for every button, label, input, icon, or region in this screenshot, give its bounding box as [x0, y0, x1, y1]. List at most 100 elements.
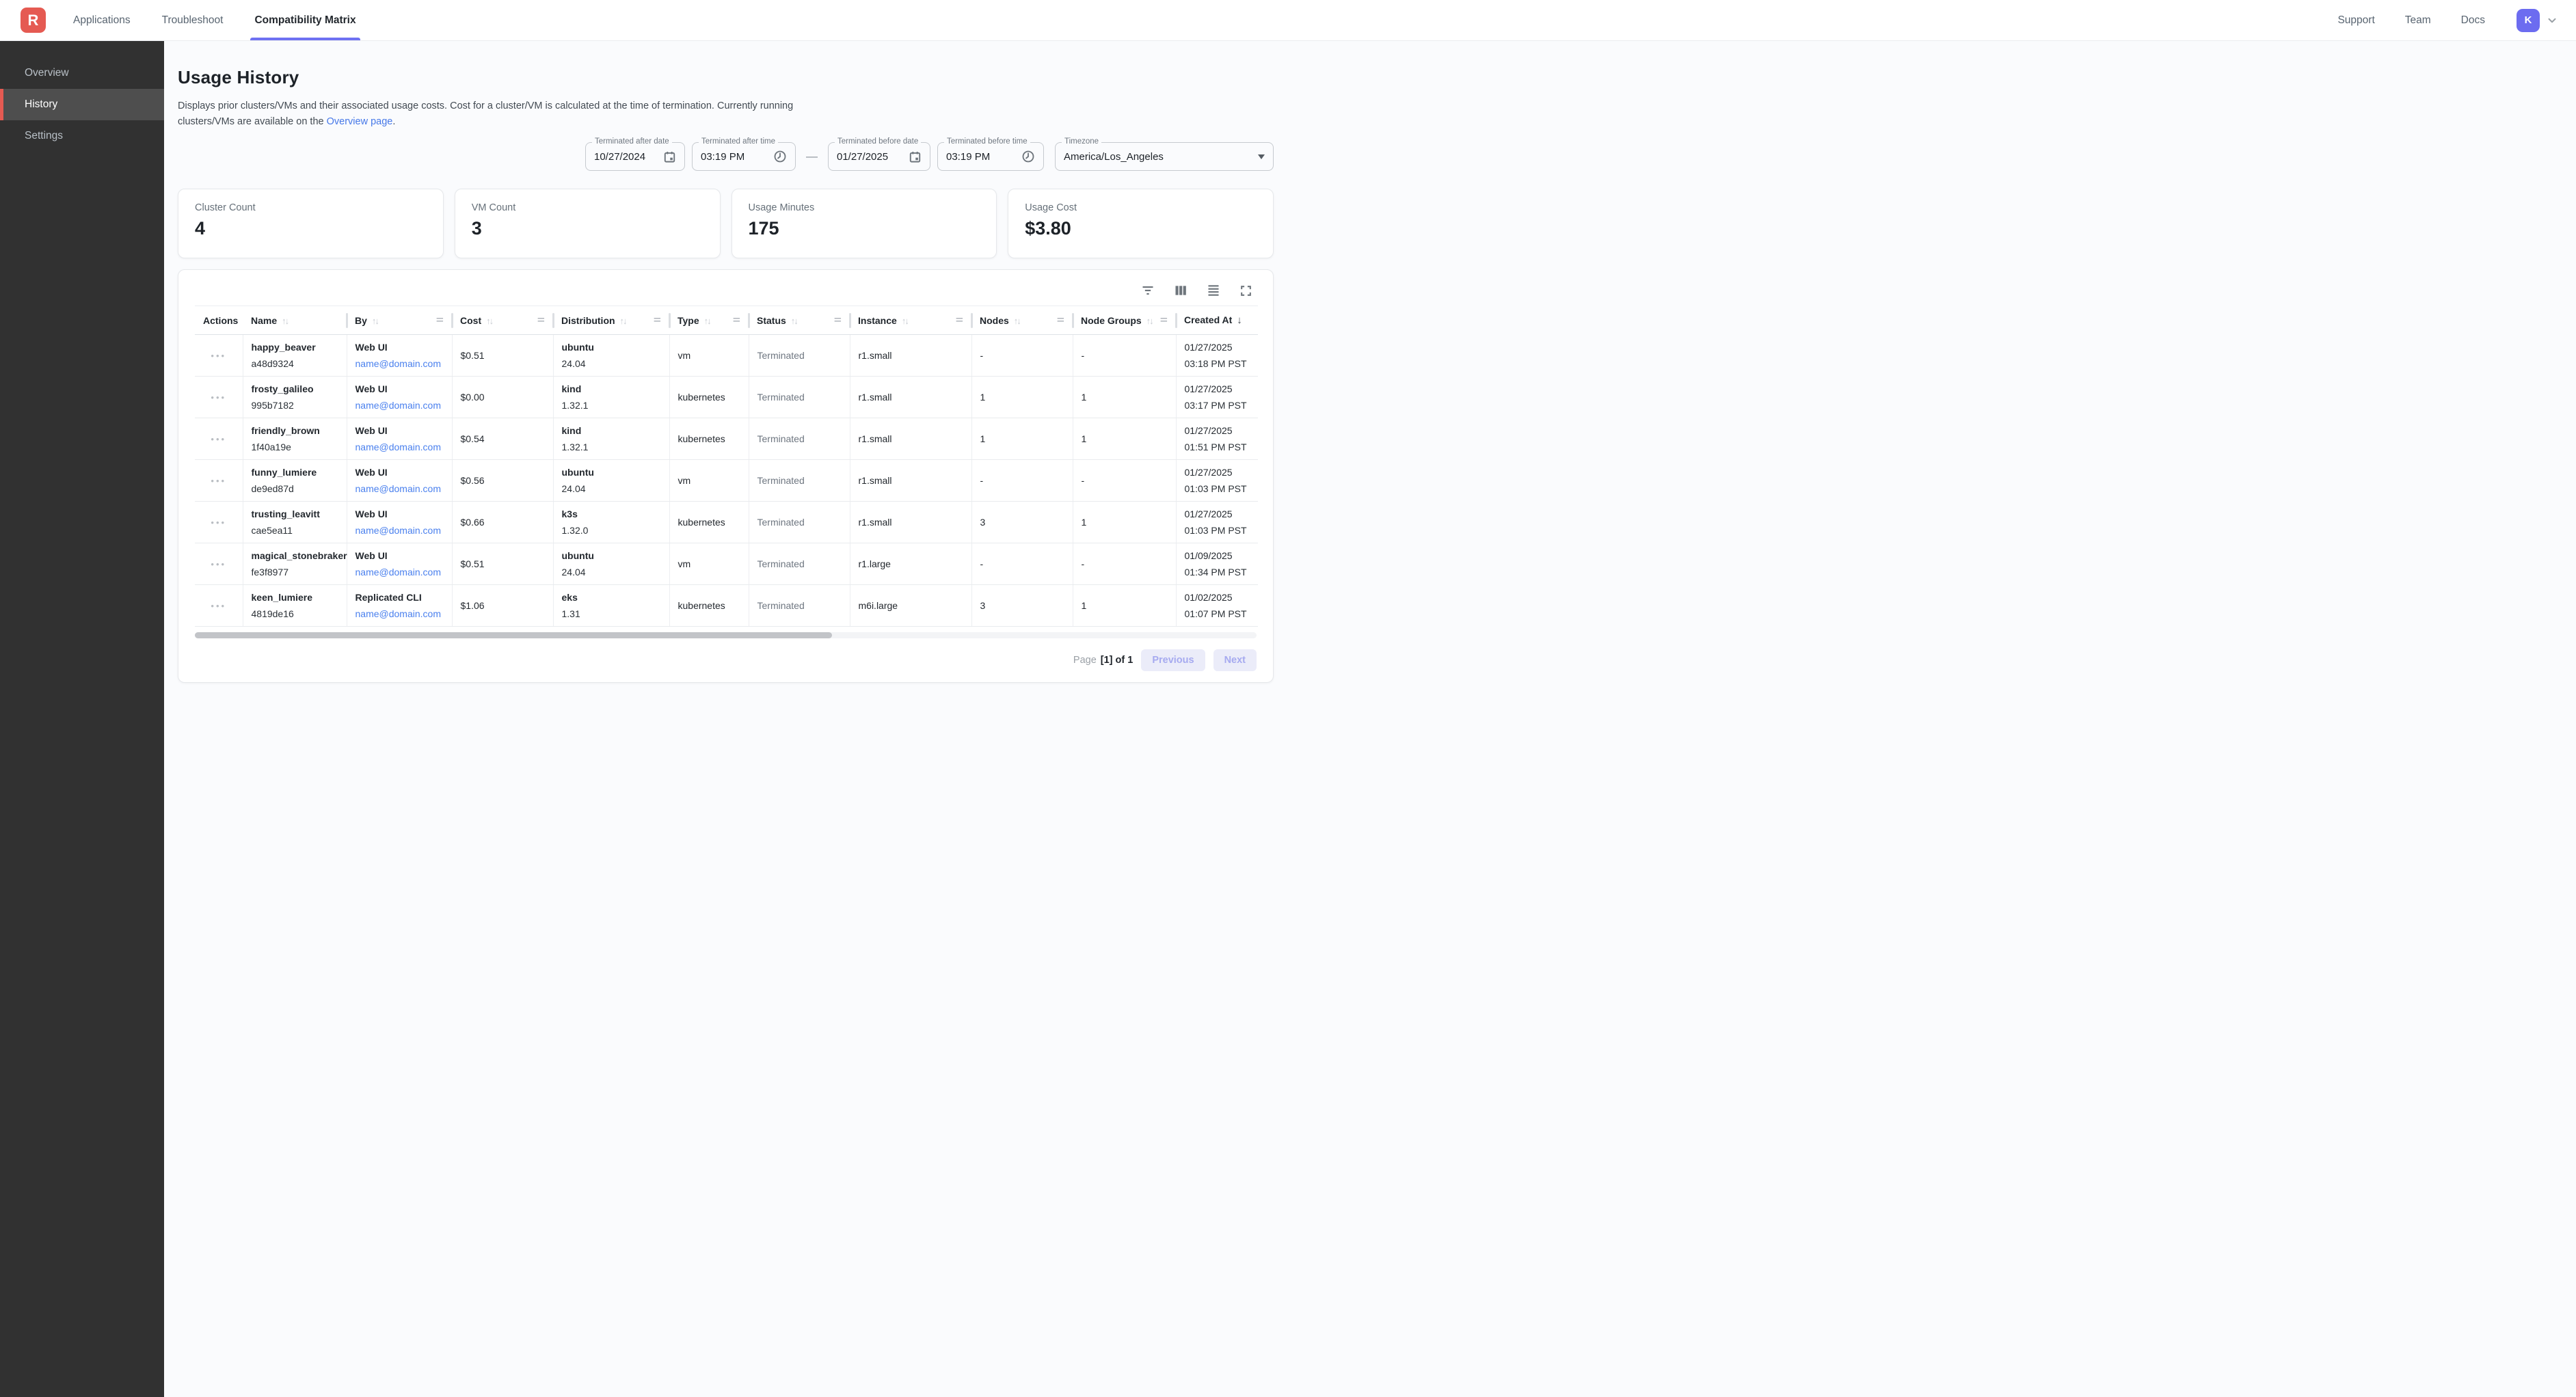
- cell-distribution: k3s 1.32.0: [553, 501, 670, 543]
- table-row: ••• keen_lumiere 4819de16 Replicated CLI nam…: [195, 584, 1258, 627]
- column-menu-icon[interactable]: =: [834, 314, 842, 326]
- nav-applications[interactable]: Applications: [73, 14, 131, 26]
- column-header-name[interactable]: Name ↑↓: [243, 306, 348, 335]
- column-header-nodes[interactable]: Nodes ↑↓ =: [971, 306, 1074, 335]
- sidebar-item-settings[interactable]: Settings: [25, 130, 64, 141]
- terminated-after-time-input[interactable]: Terminated after time 03:19 PM: [692, 137, 796, 171]
- chevron-down-icon[interactable]: [2546, 14, 2558, 27]
- user-email-link[interactable]: name@domain.com: [355, 483, 442, 494]
- clock-icon[interactable]: [1021, 150, 1035, 163]
- user-email-link[interactable]: name@domain.com: [355, 400, 442, 411]
- calendar-icon[interactable]: [663, 150, 676, 163]
- column-menu-icon[interactable]: =: [654, 314, 662, 326]
- column-header-status[interactable]: Status ↑↓ =: [749, 306, 851, 335]
- created-by-source: Web UI: [355, 383, 388, 394]
- cell-created-at: 01/27/2025 01:03 PM PST: [1176, 501, 1258, 543]
- terminated-before-date-input[interactable]: Terminated before date 01/27/2025: [828, 137, 930, 171]
- user-email-link[interactable]: name@domain.com: [355, 442, 442, 452]
- sort-icon[interactable]: ↑↓: [1146, 315, 1154, 326]
- sort-desc-icon[interactable]: ↓: [1237, 314, 1242, 326]
- app-logo[interactable]: R: [21, 8, 46, 33]
- previous-button[interactable]: Previous: [1141, 649, 1205, 671]
- created-by-source: Web UI: [355, 550, 388, 561]
- sort-icon[interactable]: ↑↓: [371, 315, 379, 326]
- row-actions-button[interactable]: •••: [211, 434, 227, 444]
- row-actions-button[interactable]: •••: [211, 559, 227, 569]
- cell-created-at: 01/09/2025 01:34 PM PST: [1176, 543, 1258, 585]
- cell-instance: r1.large: [850, 543, 972, 585]
- row-actions-button[interactable]: •••: [211, 351, 227, 361]
- timezone-select[interactable]: Timezone America/Los_Angeles: [1055, 137, 1274, 171]
- cell-by: Web UI name@domain.com: [347, 376, 453, 418]
- sort-icon[interactable]: ↑↓: [619, 315, 628, 326]
- sort-icon[interactable]: ↑↓: [486, 315, 494, 326]
- cell-cost: $0.54: [452, 418, 554, 460]
- next-button[interactable]: Next: [1213, 649, 1257, 671]
- row-actions-button[interactable]: •••: [211, 476, 227, 486]
- column-header-label: Created At: [1184, 314, 1233, 325]
- dropdown-arrow-icon[interactable]: [1258, 154, 1265, 159]
- calendar-icon[interactable]: [909, 150, 922, 163]
- column-header-cost[interactable]: Cost ↑↓ =: [452, 306, 554, 335]
- density-icon[interactable]: [1207, 284, 1220, 297]
- column-menu-icon[interactable]: =: [956, 314, 964, 326]
- date-range-separator: —: [806, 150, 818, 163]
- column-header-type[interactable]: Type ↑↓ =: [669, 306, 750, 335]
- scrollbar-thumb[interactable]: [195, 632, 832, 638]
- column-header-node-groups[interactable]: Node Groups ↑↓ =: [1073, 306, 1177, 335]
- terminated-before-time-input[interactable]: Terminated before time 03:19 PM: [937, 137, 1044, 171]
- column-menu-icon[interactable]: =: [436, 314, 444, 326]
- column-header-by[interactable]: By ↑↓ =: [347, 306, 453, 335]
- nav-docs[interactable]: Docs: [2460, 14, 2485, 26]
- column-header-instance[interactable]: Instance ↑↓ =: [850, 306, 973, 335]
- row-actions-button[interactable]: •••: [211, 601, 227, 611]
- cell-node-groups: 1: [1073, 376, 1177, 418]
- table-row: ••• happy_beaver a48d9324 Web UI name@domain…: [195, 334, 1258, 377]
- cell-created-at: 01/27/2025 03:18 PM PST: [1176, 334, 1258, 377]
- sidebar-item-history[interactable]: History: [0, 89, 164, 120]
- nav-team[interactable]: Team: [2404, 14, 2431, 26]
- created-date: 01/27/2025: [1184, 342, 1233, 353]
- row-actions-button[interactable]: •••: [211, 392, 227, 403]
- column-menu-icon[interactable]: =: [1160, 314, 1168, 326]
- nav-compatibility-matrix[interactable]: Compatibility Matrix: [250, 0, 360, 40]
- column-header-created-at[interactable]: Created At ↓: [1176, 306, 1258, 335]
- sidebar-item-overview[interactable]: Overview: [25, 67, 69, 79]
- columns-icon[interactable]: [1174, 284, 1188, 297]
- created-by-source: Web UI: [355, 342, 388, 353]
- user-email-link[interactable]: name@domain.com: [355, 525, 442, 536]
- column-menu-icon[interactable]: =: [537, 314, 546, 326]
- sort-icon[interactable]: ↑↓: [790, 315, 799, 326]
- stat-card-usage-cost: Usage Cost $3.80: [1008, 189, 1274, 258]
- cell-actions: •••: [195, 459, 243, 502]
- row-actions-button[interactable]: •••: [211, 517, 227, 528]
- user-email-link[interactable]: name@domain.com: [355, 608, 442, 619]
- cell-created-at: 01/27/2025 01:51 PM PST: [1176, 418, 1258, 460]
- secondary-nav: Support Team Docs K: [2337, 8, 2558, 32]
- column-menu-icon[interactable]: =: [733, 314, 741, 326]
- user-email-link[interactable]: name@domain.com: [355, 358, 442, 369]
- column-menu-icon[interactable]: =: [1057, 314, 1065, 326]
- cell-node-groups: 1: [1073, 418, 1177, 460]
- filter-icon[interactable]: [1141, 284, 1155, 297]
- column-header-label: Type: [677, 314, 699, 326]
- account-menu[interactable]: K: [2517, 8, 2558, 32]
- cell-cost: $1.06: [452, 584, 554, 627]
- created-date: 01/27/2025: [1184, 425, 1233, 436]
- overview-page-link[interactable]: Overview page: [326, 116, 393, 127]
- cell-node-groups: -: [1073, 334, 1177, 377]
- user-email-link[interactable]: name@domain.com: [355, 567, 442, 578]
- sort-icon[interactable]: ↑↓: [1013, 315, 1021, 326]
- sort-icon[interactable]: ↑↓: [901, 315, 909, 326]
- fullscreen-icon[interactable]: [1239, 284, 1252, 297]
- distribution-name: eks: [561, 592, 578, 603]
- sort-icon[interactable]: ↑↓: [282, 315, 289, 326]
- nav-troubleshoot[interactable]: Troubleshoot: [161, 14, 224, 26]
- clock-icon[interactable]: [773, 150, 787, 163]
- terminated-after-date-input[interactable]: Terminated after date 10/27/2024: [585, 137, 685, 171]
- nav-support[interactable]: Support: [2337, 14, 2375, 26]
- sort-icon[interactable]: ↑↓: [703, 315, 712, 326]
- horizontal-scrollbar[interactable]: [195, 632, 1257, 638]
- column-header-distribution[interactable]: Distribution ↑↓ =: [553, 306, 671, 335]
- avatar[interactable]: K: [2517, 8, 2540, 32]
